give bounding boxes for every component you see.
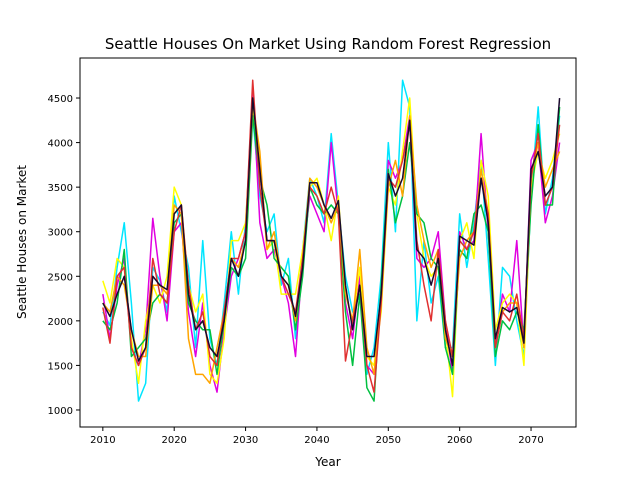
y-tick-label: 2500 xyxy=(48,272,73,283)
series-line xyxy=(102,106,561,402)
y-tick-label: 1500 xyxy=(48,361,73,372)
plot-frame xyxy=(79,57,577,428)
x-tick-label: 2030 xyxy=(233,435,258,446)
y-tick-label: 3000 xyxy=(48,228,73,239)
x-tick-label: 2040 xyxy=(304,435,329,446)
chart-title: Seattle Houses On Market Using Random Fo… xyxy=(105,35,551,53)
y-tick-label: 2000 xyxy=(48,317,73,328)
x-tick-label: 2060 xyxy=(447,435,472,446)
x-tick-label: 2050 xyxy=(376,435,401,446)
y-tick-label: 3500 xyxy=(48,183,73,194)
y-axis-label: Seattle Houses on Market xyxy=(15,165,29,319)
y-tick-label: 4500 xyxy=(48,94,73,105)
x-tick-label: 2070 xyxy=(518,435,543,446)
x-tick-label: 2020 xyxy=(161,435,186,446)
series-line xyxy=(102,97,561,367)
x-tick-label: 2010 xyxy=(90,435,115,446)
y-tick-label: 4000 xyxy=(48,139,73,150)
y-tick-label: 1000 xyxy=(48,406,73,417)
x-axis-label: Year xyxy=(314,455,340,469)
series-line xyxy=(102,97,561,398)
series-line xyxy=(102,88,561,393)
series-line xyxy=(102,101,561,384)
